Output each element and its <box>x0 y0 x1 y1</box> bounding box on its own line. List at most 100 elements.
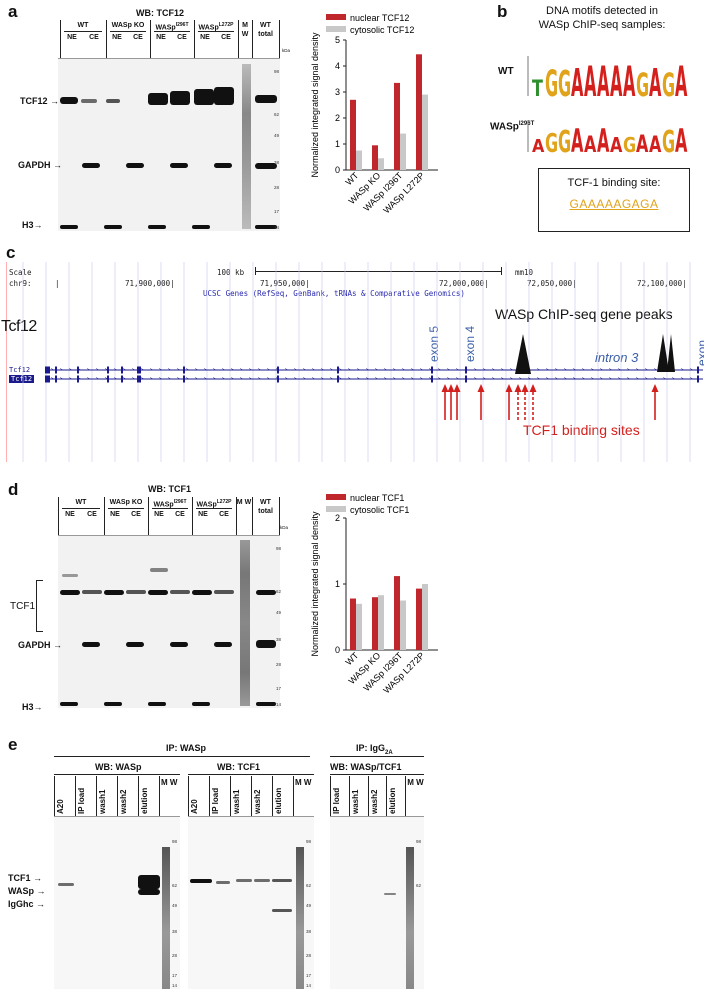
y-tick-label: 2 <box>335 513 340 523</box>
lane-divider <box>272 776 273 816</box>
lane-divider <box>159 776 160 816</box>
lane-label: M W <box>295 778 312 787</box>
legend-swatch <box>326 506 346 512</box>
track-name: UCSC Genes (RefSeq, GenBank, tRNAs & Com… <box>203 289 465 298</box>
group-label: WASpL272P <box>198 22 234 32</box>
strand-chevron <box>311 368 316 371</box>
strand-chevron <box>410 377 415 380</box>
group-label: WT <box>75 499 87 506</box>
motif-letter: A <box>675 59 688 100</box>
lane-label: wash2 <box>253 789 262 814</box>
row-label-h3: H3→ <box>22 702 43 712</box>
mw-label: 62 <box>416 883 422 888</box>
exon-block <box>697 366 699 374</box>
lane-divider <box>251 776 252 816</box>
exon-block <box>121 375 123 383</box>
y-tick-label: 4 <box>335 61 340 71</box>
legend-swatch <box>326 14 346 20</box>
row-label-tcf1: TCF1 <box>10 601 35 612</box>
mw-label: 14 <box>172 983 178 988</box>
e-lanes-tcf1: A20 IP load wash1 wash2 elution M W <box>188 776 314 816</box>
binding-site-arrowhead <box>514 384 522 392</box>
motif-letter: A <box>610 134 623 156</box>
panel-d-chart: nuclear TCF1 cytosolic TCF1 0 1 2 Normalized … <box>310 493 438 695</box>
motif-letter: T <box>532 75 544 100</box>
strand-chevron <box>167 368 172 371</box>
strand-chevron <box>635 377 640 380</box>
y-tick-label: 1 <box>335 579 340 589</box>
bar <box>394 576 400 650</box>
lane-label: IP load <box>332 787 341 814</box>
panel-b-letter: b <box>497 2 508 21</box>
binding-site-arrowhead <box>441 384 449 392</box>
lane-divider <box>405 776 407 816</box>
strand-chevron <box>68 368 73 371</box>
strand-chevron <box>86 377 91 380</box>
lane-divider <box>293 776 294 816</box>
strand-chevron <box>536 368 541 371</box>
strand-chevron <box>347 377 352 380</box>
lane-label: NE <box>156 34 166 41</box>
bar <box>378 595 384 650</box>
exon-block <box>465 366 467 374</box>
strand-chevron <box>158 377 163 380</box>
motif-letter: A <box>623 59 636 100</box>
exon-block <box>277 375 279 383</box>
motif-letter: G <box>623 134 636 156</box>
motif-letter: G <box>558 65 571 100</box>
motif-letter: A <box>532 135 544 156</box>
row-label-h3: H3→ <box>22 220 43 230</box>
strand-chevron <box>68 377 73 380</box>
mw-label: 98 <box>274 69 280 74</box>
strand-chevron <box>563 377 568 380</box>
lane-divider <box>54 776 55 816</box>
exon-block <box>277 366 279 374</box>
legend-label: cytosolic TCF1 <box>350 505 409 515</box>
lane-label: CE <box>219 511 229 518</box>
y-axis-label: Normalized integrated signal density <box>310 511 320 657</box>
panel-d-blot: 98 62 49 38 28 17 14 <box>58 535 282 708</box>
wb-wasp-tcf1-label: WB: WASp/TCF1 <box>330 762 402 772</box>
exon-block <box>431 375 433 383</box>
lane-label: elution <box>274 787 283 814</box>
lane-label: NE <box>112 34 122 41</box>
lane-label: CE <box>87 511 97 518</box>
strand-chevron <box>203 377 208 380</box>
strand-chevron <box>437 368 442 371</box>
strand-chevron <box>149 377 154 380</box>
strand-chevron <box>356 368 361 371</box>
strand-chevron <box>257 368 262 371</box>
x-tick-label: WT <box>343 170 360 187</box>
panel-c-letter: c <box>6 243 16 262</box>
lane-label: IP load <box>211 787 220 814</box>
strand-chevron <box>239 377 244 380</box>
bar <box>400 133 406 170</box>
strand-chevron <box>374 368 379 371</box>
binding-site-arrowhead <box>505 384 513 392</box>
mw-label: 28 <box>276 662 282 667</box>
ip-igg-label: IP: IgG2A <box>356 743 393 756</box>
strand-chevron <box>284 377 289 380</box>
strand-chevron <box>599 377 604 380</box>
strand-chevron <box>284 368 289 371</box>
y-tick-label: 0 <box>335 645 340 655</box>
exon-block <box>337 375 339 383</box>
strand-chevron <box>185 377 190 380</box>
motif-letter: G <box>662 67 675 100</box>
motif-letter: A <box>597 123 610 156</box>
motif-letter: G <box>558 123 571 156</box>
strand-chevron <box>635 368 640 371</box>
strand-chevron <box>383 377 388 380</box>
y-axis-label: Normalized integrated signal density <box>310 32 320 178</box>
chipseq-peak <box>667 334 675 372</box>
lane-divider <box>386 776 388 816</box>
lane-label: IP load <box>77 787 86 814</box>
motif-title: DNA motifs detected in WASp ChIP-seq sam… <box>538 5 666 31</box>
strand-chevron <box>662 377 667 380</box>
lane-label: M W <box>161 778 178 787</box>
mw-label: 49 <box>306 903 312 908</box>
strand-chevron <box>221 377 226 380</box>
bar <box>356 603 362 650</box>
lane-divider <box>348 776 350 816</box>
strand-chevron <box>194 377 199 380</box>
